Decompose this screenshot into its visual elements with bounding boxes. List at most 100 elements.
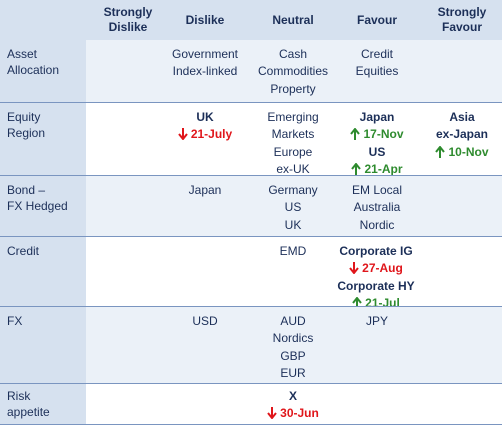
row-risk-appetite: Risk appetite X 30-Jun	[0, 384, 502, 424]
change-indicator: 21-Apr	[334, 161, 420, 178]
arrow-up-icon	[435, 145, 446, 158]
cell-dislike: USD	[162, 313, 248, 330]
list-item: EUR	[280, 365, 306, 380]
cell-dislike: UK 21-July	[162, 109, 248, 144]
col-neutral-label: Neutral	[272, 12, 314, 27]
list-item: Emerging	[267, 110, 319, 124]
row-label: Asset Allocation	[0, 40, 86, 102]
change-indicator: 27-Aug	[326, 260, 426, 277]
list-item: Markets	[271, 127, 315, 142]
cell-neutral: Cash Commodities Property	[250, 46, 336, 98]
change-indicator: 10-Nov	[422, 144, 502, 161]
list-item: Equities	[355, 64, 399, 79]
change-date: 21-Apr	[364, 161, 403, 176]
cell-neutral: X 30-Jun	[250, 388, 336, 423]
list-item: US	[284, 200, 302, 215]
col-strongly-dislike: Strongly Dislike	[86, 0, 170, 40]
change-date: 27-Aug	[362, 261, 403, 276]
row-body	[86, 103, 502, 175]
list-item: Australia	[353, 200, 401, 215]
cell-favour: Japan 17-Nov US 21-Apr	[334, 109, 420, 178]
cell-strongly-favour: Asia ex-Japan 10-Nov	[422, 109, 502, 161]
row-divider	[0, 383, 502, 384]
col-dislike-label: Dislike	[185, 12, 225, 27]
row-divider	[0, 175, 502, 176]
list-item: Index-linked	[172, 64, 238, 79]
row-divider	[0, 102, 502, 103]
list-item: ex-UK	[276, 161, 310, 176]
row-body	[86, 176, 502, 236]
row-body	[86, 307, 502, 383]
cell-neutral: AUD Nordics GBP EUR	[250, 313, 336, 382]
list-item: Property	[270, 81, 316, 96]
arrow-down-icon	[178, 128, 188, 141]
row-label: Credit	[0, 237, 86, 306]
list-item: Credit	[360, 47, 393, 61]
list-item: X	[288, 389, 297, 403]
change-indicator: 30-Jun	[250, 405, 336, 422]
list-item: AUD	[280, 314, 306, 328]
row-fx: FX USD AUD Nordics GBP EUR JPY	[0, 307, 502, 383]
list-item: Government	[171, 47, 239, 61]
cell-dislike: Government Index-linked	[162, 46, 248, 81]
row-label: Bond – FX Hedged	[0, 176, 86, 236]
list-item: EM Local	[351, 183, 403, 197]
change-date: 30-Jun	[280, 406, 319, 421]
list-item: Corporate IG	[339, 244, 413, 258]
list-item: Japan	[359, 110, 395, 124]
row-divider	[0, 306, 502, 307]
row-body	[86, 384, 502, 424]
change-date: 10-Nov	[448, 144, 489, 159]
cell-neutral: Emerging Markets Europe ex-UK	[250, 109, 336, 178]
row-body	[86, 40, 502, 102]
list-item: USD	[192, 314, 218, 328]
table-header: Strongly Dislike Dislike Neutral Favour …	[0, 0, 502, 40]
list-item: US	[368, 144, 386, 159]
col-strongly-dislike-label: Strongly Dislike	[103, 5, 153, 34]
row-label: Risk appetite	[0, 384, 86, 424]
list-item: Commodities	[257, 64, 329, 79]
col-strongly-favour-label: Strongly Favour	[437, 5, 487, 34]
list-item: GBP	[280, 348, 306, 363]
list-item: UK	[284, 217, 302, 232]
cell-neutral: Germany US UK	[250, 182, 336, 234]
row-label: Equity Region	[0, 103, 86, 175]
change-date: 21-July	[190, 127, 233, 142]
row-credit: Credit EMD Corporate IG 27-Aug Corporate…	[0, 237, 502, 310]
list-item: EMD	[279, 244, 307, 258]
arrow-up-icon	[351, 162, 362, 175]
list-item: Cash	[278, 47, 307, 61]
cell-favour: Corporate IG 27-Aug Corporate HY 21-Jul	[326, 243, 426, 312]
col-favour: Favour	[334, 0, 420, 40]
row-asset-allocation: Asset Allocation Government Index-linked…	[0, 40, 502, 102]
col-strongly-favour: Strongly Favour	[422, 0, 502, 40]
row-label: FX	[0, 307, 86, 383]
list-item: Nordic	[359, 217, 395, 232]
cell-favour: Credit Equities	[334, 46, 420, 81]
row-equity-region: Equity Region UK 21-July Emerging Market…	[0, 103, 502, 178]
arrow-down-icon	[349, 262, 359, 275]
list-item: Europe	[273, 144, 313, 159]
change-indicator: 21-July	[162, 126, 248, 143]
list-item: Japan	[188, 183, 222, 197]
list-item: Nordics	[272, 331, 314, 346]
list-item: JPY	[365, 314, 388, 328]
col-dislike: Dislike	[162, 0, 248, 40]
cell-dislike: Japan	[162, 182, 248, 199]
arrow-up-icon	[350, 128, 361, 141]
change-date: 17-Nov	[363, 127, 404, 142]
row-divider	[0, 236, 502, 237]
arrow-down-icon	[267, 407, 277, 420]
col-neutral: Neutral	[250, 0, 336, 40]
change-indicator: 17-Nov	[334, 126, 420, 143]
col-favour-label: Favour	[356, 12, 397, 27]
cell-favour: EM Local Australia Nordic	[334, 182, 420, 234]
cell-neutral: EMD	[250, 243, 336, 260]
row-bond-fx-hedged: Bond – FX Hedged Japan Germany US UK EM …	[0, 176, 502, 236]
cell-favour: JPY	[334, 313, 420, 330]
list-item: Asia ex-Japan	[435, 110, 489, 142]
list-item: Germany	[268, 183, 318, 197]
row-body	[86, 237, 502, 306]
list-item: Corporate HY	[337, 278, 415, 293]
list-item: UK	[196, 110, 214, 124]
